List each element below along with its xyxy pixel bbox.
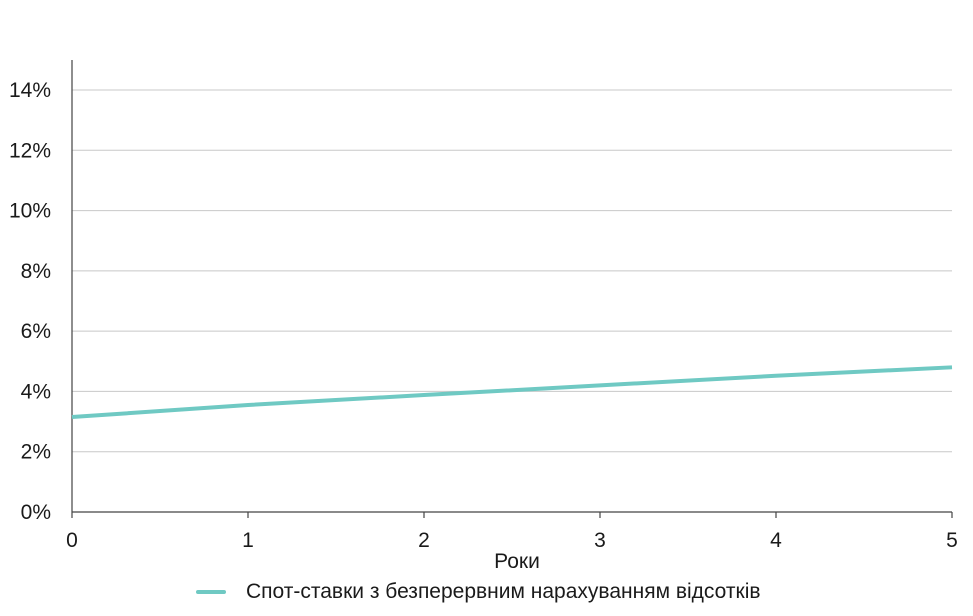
series-lines <box>71 365 953 420</box>
x-tick-labels: 0 1 2 3 4 5 <box>66 529 958 552</box>
x-tick-label: 3 <box>594 529 606 552</box>
legend-label: Спот-ставки з безперервним нарахуванням … <box>246 580 761 603</box>
x-tick-label: 2 <box>418 529 430 552</box>
x-tick-label: 0 <box>66 529 78 552</box>
y-tick-label: 2% <box>21 441 51 464</box>
axes <box>71 60 953 518</box>
y-tick-labels: 0% 2% 4% 6% 8% 10% 12% 14% <box>9 79 51 524</box>
y-tick-label: 12% <box>9 139 51 162</box>
x-axis-title: Роки <box>494 550 540 573</box>
y-tick-label: 4% <box>21 380 51 403</box>
gridlines <box>72 89 952 453</box>
x-tick-label: 1 <box>242 529 254 552</box>
legend: Спот-ставки з безперервним нарахуванням … <box>196 578 761 606</box>
x-tick-label: 5 <box>946 529 958 552</box>
y-tick-label: 8% <box>21 260 51 283</box>
series-line <box>71 365 953 420</box>
y-tick-label: 10% <box>9 200 51 223</box>
legend-swatch <box>196 590 226 594</box>
x-tick-label: 4 <box>770 529 782 552</box>
y-tick-label: 6% <box>21 320 51 343</box>
y-tick-label: 14% <box>9 79 51 102</box>
y-tick-label: 0% <box>21 501 51 524</box>
